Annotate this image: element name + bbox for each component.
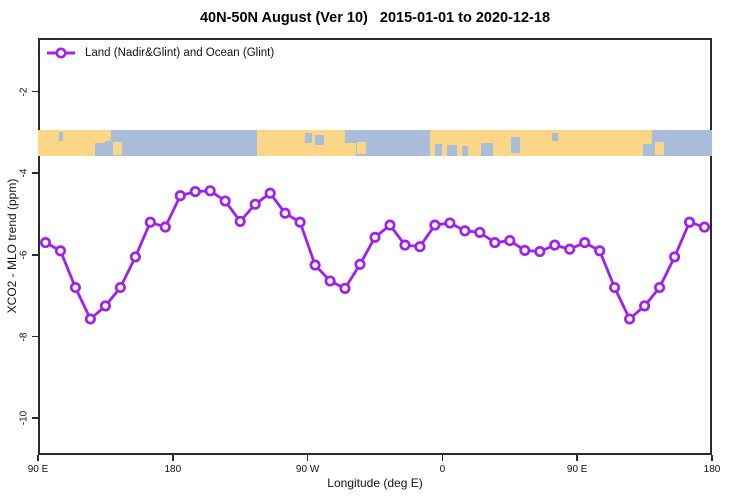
series-plot — [39, 185, 711, 325]
x-tick-label: 90 E — [566, 464, 588, 475]
y-tick-label: -10 — [18, 411, 30, 426]
data-point-marker — [683, 216, 696, 228]
map-band-land-segment — [38, 130, 106, 156]
map-band-ocean-patch — [461, 145, 468, 156]
map-band-ocean-patch — [551, 133, 558, 141]
data-point-marker — [444, 217, 456, 229]
x-tick-mark — [576, 455, 578, 461]
data-point-marker — [249, 198, 261, 210]
y-tick-label: -4 — [18, 168, 30, 178]
map-band-land-patch — [357, 141, 366, 155]
x-tick-label: 180 — [164, 464, 182, 475]
x-tick-label: 180 — [703, 464, 721, 475]
map-band-land-patch — [655, 141, 665, 155]
data-point-marker — [354, 258, 366, 270]
data-point-marker — [234, 215, 246, 227]
y-axis-label: XCO2 - MLO trend (ppm) — [5, 178, 19, 314]
map-band-ocean-patch — [481, 142, 494, 156]
data-point-marker — [129, 251, 141, 263]
data-point-marker — [429, 219, 441, 231]
x-tick-mark — [37, 455, 39, 461]
legend-label: Land (Nadir&Glint) and Ocean (Glint) — [85, 47, 275, 59]
y-tick-mark — [32, 335, 38, 338]
map-band-ocean-patch — [315, 134, 325, 146]
data-point-marker — [654, 281, 666, 294]
map-band-ocean-patch — [643, 144, 653, 156]
map-band-ocean-segment — [355, 130, 431, 156]
x-tick-mark — [306, 455, 309, 461]
data-point-marker — [114, 281, 126, 294]
data-point-marker — [594, 245, 606, 257]
data-point-marker — [504, 235, 516, 247]
map-band-ocean-patch — [58, 132, 64, 141]
data-point-marker — [159, 221, 171, 233]
data-point-marker — [189, 186, 201, 198]
data-point-marker — [99, 300, 111, 312]
y-tick-mark — [32, 417, 38, 419]
y-tick-label: -6 — [18, 250, 30, 260]
data-point-marker — [69, 281, 81, 294]
y-tick-mark — [32, 172, 38, 174]
x-tick-label: 0 — [439, 464, 446, 475]
data-point-marker — [519, 244, 531, 256]
data-point-marker — [564, 243, 576, 255]
chart-title: 40N-50N August (Ver 10) 2015-01-01 to 20… — [199, 10, 551, 26]
map-band-ocean-segment — [105, 130, 257, 156]
data-point-marker — [369, 231, 381, 243]
data-point-marker — [294, 216, 306, 228]
y-tick-label: -8 — [18, 332, 30, 341]
data-point-marker — [339, 282, 351, 294]
legend-marker-icon — [47, 47, 75, 59]
data-point-marker — [399, 239, 411, 251]
x-tick-mark — [172, 455, 174, 461]
data-point-marker — [414, 241, 426, 253]
x-tick-label: 90 E — [27, 464, 49, 475]
data-point-marker — [639, 300, 651, 312]
map-band-ocean-patch — [434, 144, 443, 156]
data-point-marker — [84, 313, 96, 325]
data-point-marker — [279, 207, 291, 219]
data-point-marker — [204, 185, 216, 197]
y-tick-mark — [32, 254, 38, 256]
x-tick-mark — [711, 455, 713, 461]
map-band-land-patch — [112, 141, 122, 155]
y-tick-mark — [32, 90, 38, 93]
data-point-marker — [174, 190, 186, 202]
data-point-marker — [609, 281, 621, 294]
series-line — [44, 189, 705, 322]
y-tick-label: -2 — [18, 87, 30, 96]
data-point-marker — [309, 259, 321, 271]
map-band-ocean-patch — [345, 130, 356, 143]
map-band-ocean-patch — [511, 137, 521, 153]
data-point-marker — [474, 226, 486, 238]
data-point-marker — [534, 246, 546, 258]
data-point-marker — [698, 221, 711, 233]
data-point-marker — [624, 313, 636, 325]
data-point-marker — [219, 195, 231, 207]
land-ocean-map-band — [38, 130, 712, 156]
data-point-marker — [384, 219, 396, 231]
map-band-ocean-patch — [94, 142, 106, 156]
data-point-marker — [324, 275, 336, 287]
data-point-marker — [39, 237, 52, 249]
data-point-marker — [579, 237, 591, 249]
x-axis-label: Longitude (deg E) — [327, 476, 423, 490]
data-point-marker — [489, 237, 501, 249]
data-point-marker — [144, 216, 156, 228]
map-band-land-patch — [105, 130, 112, 141]
data-point-marker — [669, 251, 681, 263]
x-tick-label: 90 W — [295, 464, 320, 475]
data-point-marker — [54, 245, 67, 257]
map-band-ocean-patch — [446, 145, 458, 156]
data-point-marker — [459, 225, 471, 237]
map-band-ocean-patch — [304, 133, 313, 144]
data-point-marker — [549, 239, 561, 251]
legend: Land (Nadir&Glint) and Ocean (Glint) — [46, 46, 274, 60]
data-point-marker — [264, 187, 276, 199]
x-tick-mark — [441, 455, 444, 461]
